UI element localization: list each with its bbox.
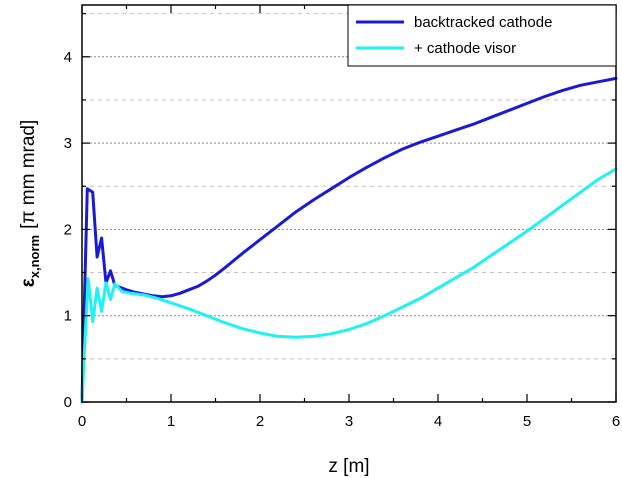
legend-label-cathode-visor: + cathode visor bbox=[414, 40, 516, 57]
x-tick-label: 4 bbox=[434, 413, 442, 430]
tick-labels: 0 1 2 3 4 5 6 0 1 2 3 4 bbox=[64, 49, 621, 430]
series-line-cathode-visor bbox=[80, 167, 618, 404]
y-axis-symbol: ε bbox=[18, 278, 39, 287]
y-tick-label: 2 bbox=[64, 221, 72, 238]
x-tick-label: 3 bbox=[345, 413, 353, 430]
legend-box bbox=[347, 4, 617, 67]
y-axis-title: εx,norm [π mm mrad] bbox=[18, 120, 42, 288]
legend-label-backtracked-cathode: backtracked cathode bbox=[414, 14, 552, 31]
y-tick-label: 4 bbox=[64, 49, 72, 66]
series-lines bbox=[80, 76, 618, 404]
x-tick-label: 2 bbox=[256, 413, 264, 430]
x-tick-label: 1 bbox=[167, 413, 175, 430]
y-axis-unit: [π mm mrad] bbox=[18, 120, 39, 229]
x-tick-label: 6 bbox=[612, 413, 620, 430]
legend: backtracked cathode + cathode visor bbox=[347, 4, 617, 67]
y-tick-label: 3 bbox=[64, 135, 72, 152]
x-axis-title: z [m] bbox=[328, 456, 369, 477]
series-line-backtracked-cathode bbox=[80, 76, 618, 404]
x-tick-label: 0 bbox=[78, 413, 86, 430]
y-tick-label: 1 bbox=[64, 308, 72, 325]
y-tick-label: 0 bbox=[64, 394, 72, 411]
x-tick-label: 5 bbox=[523, 413, 531, 430]
y-axis-subscript: x,norm bbox=[27, 235, 42, 278]
